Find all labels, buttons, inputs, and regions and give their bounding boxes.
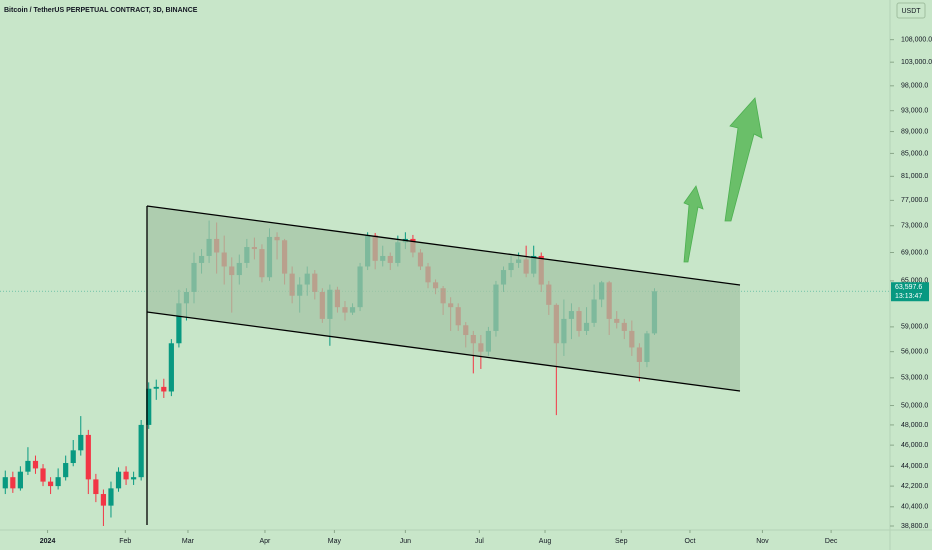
x-tick-label: 2024 [40,538,56,545]
x-tick-label: May [328,538,342,545]
y-tick-label: 81,000.0 [901,173,928,180]
candle-body [100,494,107,506]
x-tick-label: Sep [615,538,628,545]
candle-body [115,471,122,489]
y-tick-label: 59,000.0 [901,324,928,331]
channel-lower [146,311,741,392]
currency-label[interactable]: USDT [901,8,921,15]
x-tick-label: Mar [182,538,195,545]
x-tick-label: Oct [685,538,696,545]
candle-body [47,481,54,487]
candle-body [2,477,8,489]
y-tick-label: 65,000.0 [901,278,928,285]
y-tick-label: 98,000.0 [901,83,928,90]
channel-fill [147,206,740,391]
candle-body [108,488,114,506]
candle-body [168,343,174,392]
countdown-label: 13:13:47 [895,293,922,300]
last-price-label: 63,597.6 [895,284,922,291]
arrow-large [724,97,763,222]
y-tick-label: 38,800.0 [901,523,928,530]
candle-body [161,386,167,392]
candle-body [176,303,182,344]
y-tick-label: 46,000.0 [901,442,928,449]
x-tick-label: Apr [260,538,272,545]
candle-body [17,471,23,489]
candle-body [70,450,76,464]
candle-body [93,479,99,495]
x-tick-label: Dec [825,538,838,545]
candle-body [85,434,91,480]
candle-body [131,477,137,480]
candle-body [123,471,129,480]
y-tick-label: 93,000.0 [901,108,928,115]
candle-body [78,434,84,451]
candle-body [25,460,31,472]
x-tick-label: Aug [539,538,552,545]
candle-body [138,424,144,478]
last-price-box [891,282,929,302]
y-tick-label: 44,000.0 [901,463,928,470]
y-tick-label: 53,000.0 [901,375,928,382]
candle-body [153,386,159,389]
y-tick-label: 108,000.0 [901,36,932,43]
y-tick-label: 42,200.0 [901,483,928,490]
x-tick-label: Jul [475,538,484,545]
arrow-small [683,185,704,263]
x-tick-label: Feb [119,538,131,545]
candle-body [40,468,46,482]
candle-body [32,460,39,469]
y-tick-label: 48,000.0 [901,422,928,429]
x-tick-label: Nov [756,538,769,545]
y-tick-label: 103,000.0 [901,59,932,66]
y-tick-label: 85,000.0 [901,150,928,157]
y-tick-label: 40,400.0 [901,504,928,511]
x-tick-label: Jun [400,538,411,545]
candle-body [10,477,16,489]
chart-title: Bitcoin / TetherUS PERPETUAL CONTRACT, 3… [4,7,198,14]
y-tick-label: 56,000.0 [901,349,928,356]
y-tick-label: 73,000.0 [901,223,928,230]
y-tick-label: 69,000.0 [901,249,928,256]
channel-upper [146,205,741,286]
candle-body [55,477,61,487]
candle-body [63,463,69,478]
y-tick-label: 89,000.0 [901,128,928,135]
candle-body [146,388,152,425]
y-tick-label: 50,000.0 [901,402,928,409]
y-tick-label: 77,000.0 [901,197,928,204]
currency-button[interactable] [896,2,926,19]
